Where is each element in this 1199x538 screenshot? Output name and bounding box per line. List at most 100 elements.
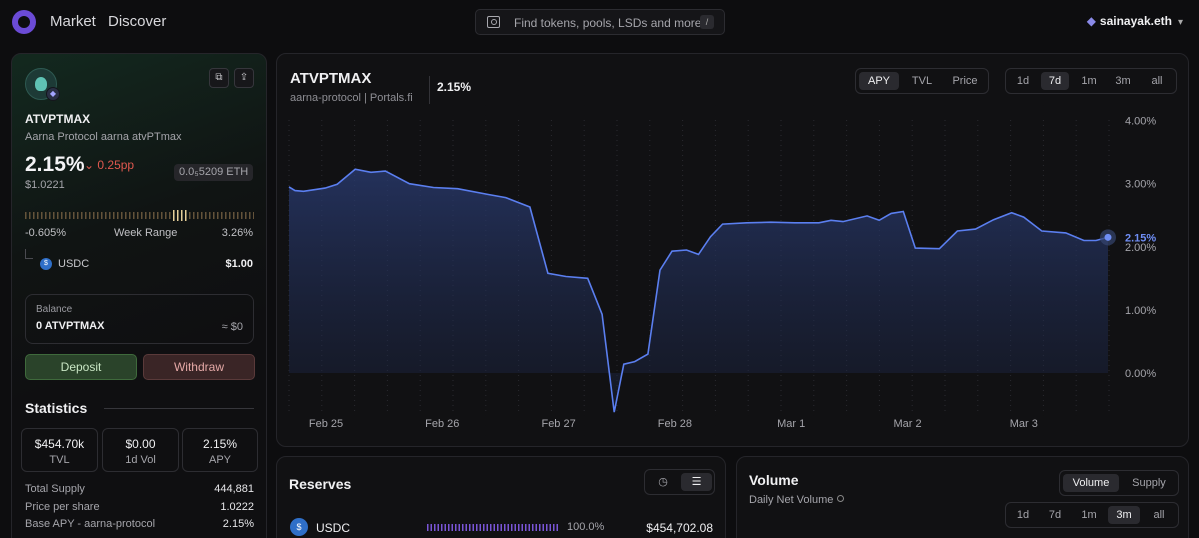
stat-row-value: 2.15% bbox=[222, 518, 254, 530]
stat-value: $0.00 bbox=[125, 437, 156, 451]
tab-tvl[interactable]: TVL bbox=[911, 75, 933, 87]
stat-row-key: Price per share bbox=[25, 501, 100, 513]
range-1m[interactable]: 1m bbox=[1081, 75, 1097, 87]
apy-change-value: 0.25pp bbox=[97, 158, 135, 172]
usdc-icon: $ bbox=[40, 258, 52, 270]
range-3m[interactable]: 3m bbox=[1108, 506, 1140, 524]
stat-apy: 2.15% APY bbox=[182, 428, 258, 472]
reserves-title: Reserves bbox=[289, 476, 352, 492]
volume-range-tabs: 1d 7d 1m 3m all bbox=[1005, 502, 1179, 528]
search-input[interactable]: Find tokens, pools, LSDs and more / bbox=[475, 9, 725, 35]
tab-apy[interactable]: APY bbox=[859, 72, 899, 90]
metric-tabs: APY TVL Price bbox=[855, 68, 989, 94]
ethereum-badge-icon: ◆ bbox=[46, 87, 60, 101]
balance-amount: 0 ATVPTMAX bbox=[36, 320, 105, 332]
apy-chart[interactable]: 0.00% 1.00% 2.00% 3.00% 4.00% Feb 25 Feb 26 Fe… bbox=[277, 54, 1188, 446]
chart-panel: ATVPTMAX aarna-protocol | Portals.fi 2.1… bbox=[276, 53, 1189, 447]
token-price: $1.0221 bbox=[25, 179, 65, 191]
nav-market[interactable]: Market bbox=[50, 13, 96, 30]
balance-card: Balance 0 ATVPTMAX ≈ $0 bbox=[25, 294, 254, 344]
ethereum-icon: ◆ bbox=[1086, 14, 1096, 28]
reserve-share-bar bbox=[427, 524, 558, 531]
stat-label: TVL bbox=[49, 454, 70, 466]
reserves-view-toggle: ◷ ☰ bbox=[644, 469, 715, 495]
chart-subtitle: aarna-protocol | Portals.fi bbox=[290, 92, 413, 104]
token-symbol: ATVPTMAX bbox=[25, 112, 91, 126]
balance-usd: ≈ $0 bbox=[221, 321, 243, 333]
range-1d[interactable]: 1d bbox=[1016, 509, 1030, 521]
token-full-name: Aarna Protocol aarna atvPTmax bbox=[25, 131, 182, 143]
x-tick-label: Mar 2 bbox=[893, 418, 921, 430]
week-range-label: Week Range bbox=[114, 227, 178, 239]
volume-tabs: Volume Supply bbox=[1059, 470, 1179, 496]
current-value-label: 2.15% bbox=[1125, 232, 1156, 244]
y-tick-label: 3.00% bbox=[1125, 179, 1156, 191]
x-tick-label: Mar 1 bbox=[777, 418, 805, 430]
stat-label: APY bbox=[208, 454, 231, 466]
chart-title: ATVPTMAX bbox=[290, 70, 372, 87]
range-1d[interactable]: 1d bbox=[1016, 75, 1030, 87]
week-range-marker bbox=[173, 210, 189, 221]
deposit-button[interactable]: Deposit bbox=[25, 354, 137, 380]
range-7d[interactable]: 7d bbox=[1041, 72, 1069, 90]
tab-volume[interactable]: Volume bbox=[1063, 474, 1119, 492]
range-all[interactable]: all bbox=[1151, 75, 1163, 87]
share-button[interactable]: ⇪ bbox=[234, 68, 254, 88]
underlying-value: $1.00 bbox=[225, 258, 253, 270]
reserves-panel: Reserves ◷ ☰ $ USDC 100.0% $454,702.08 bbox=[276, 456, 726, 538]
volume-panel: Volume Daily Net Volume Volume Supply 1d… bbox=[736, 456, 1189, 538]
underlying-symbol[interactable]: USDC bbox=[58, 258, 90, 270]
x-tick-label: Feb 27 bbox=[541, 418, 575, 430]
y-tick-label: 0.00% bbox=[1125, 368, 1156, 380]
range-3m[interactable]: 3m bbox=[1115, 75, 1131, 87]
tab-price[interactable]: Price bbox=[952, 75, 978, 87]
stat-row: Base APY - aarna-protocol 2.15% bbox=[25, 518, 254, 530]
apy-line bbox=[288, 168, 1109, 413]
stat-row-key: Total Supply bbox=[25, 483, 85, 495]
week-range-min: -0.605% bbox=[25, 227, 66, 239]
statistics-title: Statistics bbox=[25, 400, 88, 416]
stat-row-value: 444,881 bbox=[214, 483, 254, 495]
history-icon[interactable]: ◷ bbox=[658, 476, 668, 488]
eth-value-badge: 0.0₅5209 ETH bbox=[174, 164, 254, 181]
token-panel: ◆ ⧉ ⇪ ATVPTMAX Aarna Protocol aarna atvP… bbox=[11, 53, 267, 538]
withdraw-button[interactable]: Withdraw bbox=[143, 354, 255, 380]
range-1m[interactable]: 1m bbox=[1081, 509, 1097, 521]
stat-value: 2.15% bbox=[202, 437, 238, 451]
token-logo-icon: ◆ bbox=[25, 68, 60, 101]
scan-icon bbox=[487, 16, 500, 28]
divider bbox=[104, 408, 254, 409]
range-7d[interactable]: 7d bbox=[1048, 509, 1062, 521]
chart-range-tabs: 1d 7d 1m 3m all bbox=[1005, 68, 1177, 94]
stat-label: 1d Vol bbox=[125, 454, 156, 466]
week-range-max: 3.26% bbox=[221, 227, 253, 239]
stat-row: Total Supply 444,881 bbox=[25, 483, 254, 495]
stat-row-key: Base APY - aarna-protocol bbox=[25, 518, 156, 530]
apy-area bbox=[289, 169, 1108, 413]
caret-down-icon: ⌄ bbox=[84, 158, 95, 172]
app-logo-icon[interactable] bbox=[12, 10, 36, 34]
stat-1d-vol: $0.00 1d Vol bbox=[102, 428, 179, 472]
info-icon[interactable] bbox=[837, 495, 845, 502]
volume-title: Volume bbox=[749, 472, 799, 488]
y-tick-label: 2.00% bbox=[1125, 242, 1156, 254]
range-all[interactable]: all bbox=[1153, 509, 1165, 521]
tab-supply[interactable]: Supply bbox=[1132, 477, 1166, 489]
copy-button[interactable]: ⧉ bbox=[209, 68, 229, 88]
x-tick-label: Feb 28 bbox=[658, 418, 692, 430]
list-icon[interactable]: ☰ bbox=[681, 473, 712, 491]
week-range-bar bbox=[25, 212, 254, 219]
stat-row-value: 1.0222 bbox=[220, 501, 254, 513]
chart-current-value: 2.15% bbox=[437, 80, 472, 94]
reserve-symbol[interactable]: USDC bbox=[316, 521, 351, 535]
stat-row: Price per share 1.0222 bbox=[25, 501, 254, 513]
account-menu[interactable]: ◆ sainayak.eth ▾ bbox=[1087, 14, 1183, 28]
token-apy: 2.15% bbox=[25, 153, 85, 176]
search-shortcut-key: / bbox=[700, 15, 714, 29]
y-tick-label: 4.00% bbox=[1125, 116, 1156, 128]
tree-connector bbox=[25, 249, 33, 259]
search-placeholder: Find tokens, pools, LSDs and more bbox=[514, 16, 702, 30]
nav-discover[interactable]: Discover bbox=[108, 13, 167, 30]
balance-label: Balance bbox=[36, 304, 73, 315]
usdc-icon: $ bbox=[290, 518, 308, 536]
